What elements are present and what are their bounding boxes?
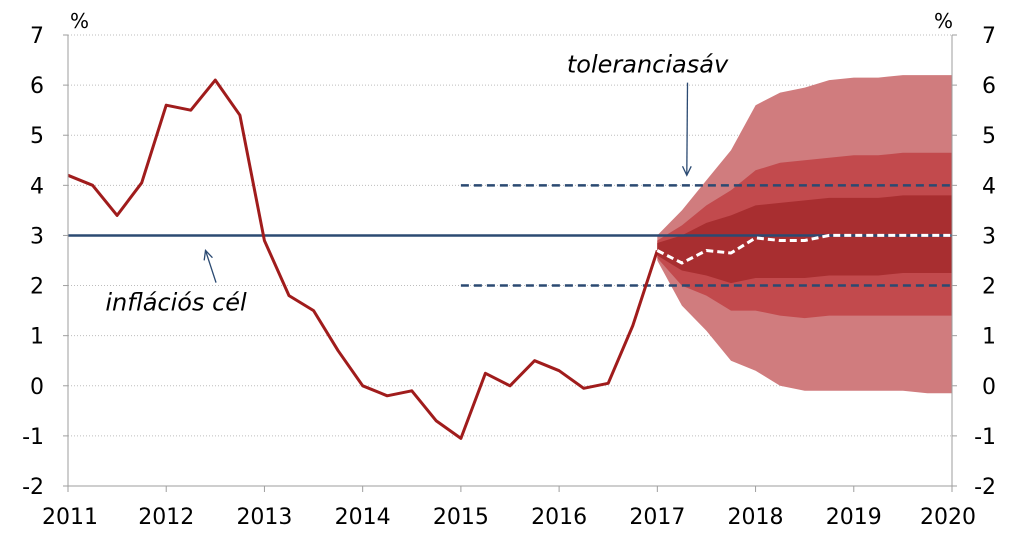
annotations: inflációs cél toleranciasáv	[105, 51, 729, 317]
y-tick-label-left: 7	[30, 24, 44, 49]
y-tick-label-right: 0	[982, 375, 996, 400]
annotation-arrow-head	[681, 165, 692, 177]
reference-lines	[68, 184, 952, 287]
y-tick-label-right: 7	[982, 24, 996, 49]
y-tick-label-left: -2	[22, 475, 44, 500]
y-tick-label-right: -2	[974, 475, 996, 500]
x-tick-label: 2016	[531, 505, 587, 530]
x-tick-label: 2011	[42, 505, 98, 530]
annotation-arrow-line	[686, 82, 689, 176]
annotation-arrow-line	[204, 250, 217, 283]
y-tick-label-left: 3	[30, 224, 44, 249]
x-tick-label: 2015	[433, 505, 489, 530]
y-tick-label-left: 5	[30, 124, 44, 149]
y-tick-label-left: 4	[30, 174, 44, 199]
x-tick-label: 2020	[920, 505, 976, 530]
y-tick-label-right: 5	[982, 124, 996, 149]
left-axis-unit: %	[70, 9, 89, 33]
y-tick-label-right: 4	[982, 174, 996, 199]
x-tick-label: 2018	[728, 505, 784, 530]
y-tick-label-right: 6	[982, 74, 996, 99]
annotation-label: toleranciasáv	[567, 51, 729, 79]
y-tick-label-left: -1	[22, 425, 44, 450]
y-tick-label-left: 1	[30, 325, 44, 350]
y-tick-label-right: 1	[982, 325, 996, 350]
x-tick-label: 2019	[826, 505, 882, 530]
axes: 7 7 6 6 5 5 4 4 3 3 2 2 1 1 0 0 -1 -1 -2 -2 2011 2012 2013 2014…	[22, 24, 996, 530]
annotation-label: inflációs cél	[105, 289, 247, 317]
y-tick-label-left: 0	[30, 375, 44, 400]
x-tick-label: 2013	[236, 505, 292, 530]
right-axis-unit: %	[934, 9, 953, 33]
x-tick-label: 2014	[335, 505, 391, 530]
x-tick-label: 2012	[138, 505, 194, 530]
y-tick-label-left: 2	[30, 275, 44, 300]
x-tick-label: 2017	[629, 505, 685, 530]
y-tick-label-right: 3	[982, 224, 996, 249]
annotation-arrow-head	[203, 249, 213, 261]
inflation-actual-line	[67, 78, 659, 440]
y-tick-label-right: -1	[974, 425, 996, 450]
series-lines	[67, 78, 952, 440]
forecast-central-line	[656, 233, 952, 265]
y-tick-label-left: 6	[30, 74, 44, 99]
y-tick-label-right: 2	[982, 275, 996, 300]
